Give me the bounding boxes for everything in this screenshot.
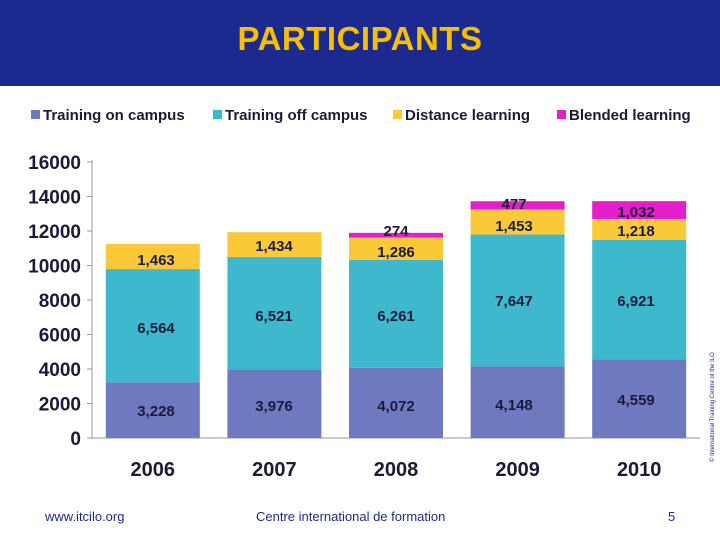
stacked-bar-chart: Training on campus Training off campus Dis…: [28, 107, 700, 481]
bar-2009-series-3: [470, 201, 565, 210]
data-label-2010-series-1: 6,921: [617, 293, 655, 310]
y-tick-label: 0: [70, 429, 81, 450]
bar-2009-series-1: [470, 234, 565, 367]
bar-2006-series-2: [105, 243, 200, 270]
legend-label-0: Training on campus: [43, 107, 185, 124]
data-label-2010-series-2: 1,218: [617, 223, 655, 240]
bar-2009-series-2: [470, 209, 565, 235]
footer-centre-name: Centre international de formation: [256, 509, 445, 524]
bar-2006-series-0: [105, 382, 200, 438]
y-tick-label: 10000: [28, 257, 81, 278]
data-label-2009-series-1: 7,647: [495, 293, 533, 310]
x-category-label-2008: 2008: [374, 459, 419, 481]
data-label-2006-series-1: 6,564: [137, 320, 175, 337]
data-label-2008-series-3: 274: [383, 223, 409, 240]
page-title: PARTICIPANTS: [237, 20, 483, 57]
data-label-2008-series-1: 6,261: [377, 308, 415, 325]
bar-2009-series-0: [470, 366, 565, 438]
legend-label-3: Blended learning: [569, 107, 691, 124]
data-label-2006-series-2: 1,463: [137, 252, 175, 269]
legend-swatch-2: [393, 110, 402, 119]
y-tick-label: 16000: [28, 153, 81, 174]
data-label-2007-series-2: 1,434: [255, 238, 293, 255]
bar-2010-series-3: [592, 201, 687, 219]
data-label-2009-series-3: 477: [501, 196, 526, 213]
bar-2008-series-0: [349, 367, 443, 438]
y-tick-label: 8000: [39, 291, 81, 312]
legend-label-2: Distance learning: [405, 107, 530, 124]
bar-2010-series-0: [592, 359, 687, 438]
x-category-label-2009: 2009: [495, 459, 540, 481]
bar-2007-series-0: [227, 369, 322, 438]
data-label-2010-series-0: 4,559: [617, 392, 655, 409]
data-label-2009-series-2: 1,453: [495, 218, 533, 235]
y-tick-label: 14000: [28, 188, 81, 209]
footer-url[interactable]: www.itcilo.org: [45, 509, 125, 524]
data-label-2010-series-3: 1,032: [617, 204, 655, 221]
y-tick-label: 6000: [39, 326, 81, 347]
bar-2010-series-1: [592, 239, 687, 360]
bar-2008-series-3: [349, 232, 443, 238]
bar-2007-series-2: [227, 232, 322, 257]
y-tick-label: 12000: [28, 222, 81, 243]
bar-2006-series-1: [105, 269, 200, 383]
x-category-label-2006: 2006: [131, 459, 176, 481]
y-tick-label: 2000: [39, 395, 81, 416]
data-label-2006-series-0: 3,228: [137, 403, 175, 420]
legend-swatch-1: [213, 110, 222, 119]
legend-label-1: Training off campus: [225, 107, 368, 124]
bar-2008-series-1: [349, 259, 443, 368]
data-label-2008-series-0: 4,072: [377, 398, 415, 415]
copyright-note: © International Training Centre of the I…: [710, 352, 716, 462]
title-bar: PARTICIPANTS: [0, 0, 720, 86]
bar-2007-series-1: [227, 256, 322, 370]
data-label-2008-series-2: 1,286: [377, 244, 415, 261]
x-category-label-2010: 2010: [617, 459, 662, 481]
data-label-2009-series-0: 4,148: [495, 397, 533, 414]
footer-centre-prefix: Centre international de: [256, 509, 392, 524]
x-category-label-2007: 2007: [252, 459, 297, 481]
legend-swatch-3: [557, 110, 566, 119]
page-number: 5: [668, 509, 676, 524]
bar-2008-series-2: [349, 237, 443, 260]
data-label-2007-series-1: 6,521: [255, 308, 293, 325]
data-label-2007-series-0: 3,976: [255, 398, 293, 415]
footer-centre-bold: formation: [391, 509, 446, 524]
bar-2010-series-2: [592, 218, 687, 240]
y-tick-label: 4000: [39, 360, 81, 381]
legend-swatch-0: [31, 110, 40, 119]
